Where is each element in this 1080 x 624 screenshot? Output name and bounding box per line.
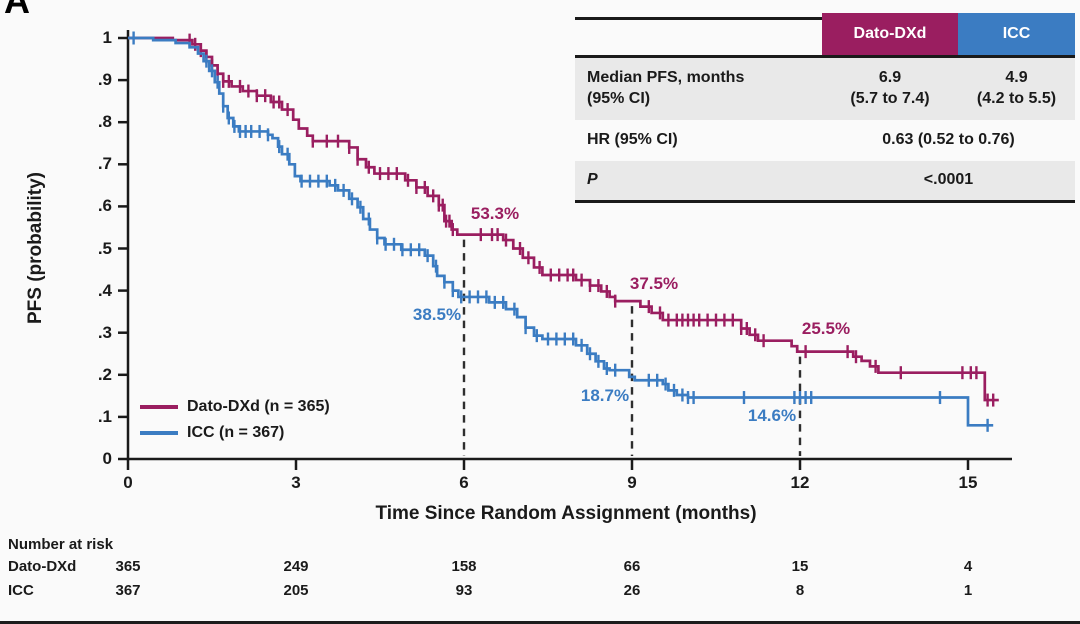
- legend: Dato-DXd (n = 365) ICC (n = 367): [140, 394, 330, 446]
- pct-annotation-38-5pct: 38.5%: [412, 304, 462, 324]
- pct-annotation-53-3pct: 53.3%: [470, 203, 520, 223]
- p-label: P: [587, 171, 598, 189]
- at-risk-value-dato-dxd-m6: 158: [451, 558, 477, 575]
- y-tick-label-0: 0: [102, 449, 112, 468]
- x-tick-label-6: 6: [459, 473, 469, 492]
- at-risk-value-dato-dxd-m9: 66: [623, 558, 641, 575]
- at-risk-value-dato-dxd-m0: 365: [115, 558, 141, 575]
- y-tick-label-.3: .3: [97, 322, 112, 342]
- at-risk-row-label-icc: ICC: [8, 582, 34, 599]
- x-axis-title: Time Since Random Assignment (months): [375, 503, 757, 524]
- median-pfs-dato-value: 6.9 (5.7 to 7.4): [822, 68, 958, 110]
- pct-annotation-14-6pct: 14.6%: [747, 405, 797, 425]
- pct-annotation-18-7pct: 18.7%: [580, 386, 630, 406]
- x-tick-label-0: 0: [123, 473, 133, 492]
- at-risk-value-dato-dxd-m3: 249: [283, 558, 309, 575]
- at-risk-value-icc-m15: 1: [963, 582, 973, 599]
- hr-value: 0.63 (0.52 to 0.76): [882, 131, 1015, 149]
- at-risk-value-dato-dxd-m12: 15: [791, 558, 809, 575]
- y-tick-label-.9: .9: [97, 70, 112, 90]
- summary-table-bottom-border: [575, 200, 1075, 203]
- hr-label: HR (95% CI): [587, 131, 678, 149]
- y-tick-label-1: 1: [102, 28, 112, 47]
- median-pfs-label-line2: (95% CI): [587, 90, 651, 107]
- x-tick-label-15: 15: [958, 473, 978, 492]
- number-at-risk-title: Number at risk: [8, 536, 114, 553]
- dato-dxd-line-swatch: [140, 405, 178, 409]
- y-tick-label-.4: .4: [97, 280, 112, 300]
- summary-table: Dato-DXd ICC Median PFS, months (95% CI)…: [575, 13, 1075, 203]
- legend-label-icc: ICC (n = 367): [187, 424, 285, 441]
- summary-row-p-value: P <.0001: [575, 161, 1075, 200]
- summary-table-header: Dato-DXd ICC: [575, 13, 1075, 55]
- y-tick-label-.2: .2: [97, 364, 112, 384]
- median-pfs-icc-value: 4.9 (4.2 to 5.5): [958, 68, 1075, 110]
- median-pfs-label-line1: Median PFS, months: [587, 69, 745, 87]
- icc-line-swatch: [140, 431, 178, 435]
- legend-label-dato-dxd: Dato-DXd (n = 365): [187, 398, 330, 415]
- y-tick-label-.8: .8: [97, 112, 112, 132]
- at-risk-row-label-dato-dxd: Dato-DXd: [8, 558, 77, 575]
- at-risk-value-icc-m12: 8: [795, 582, 805, 599]
- summary-table-header-divider: [575, 55, 1075, 58]
- panel-letter: A: [4, 0, 30, 21]
- y-tick-label-.5: .5: [97, 238, 112, 258]
- median-pfs-icc-ci: (4.2 to 5.5): [976, 90, 1057, 107]
- at-risk-value-icc-m9: 26: [623, 582, 641, 599]
- x-tick-label-9: 9: [627, 473, 637, 492]
- summary-row-median-pfs: Median PFS, months (95% CI) 6.9 (5.7 to …: [575, 58, 1075, 120]
- summary-table-top-border: [575, 17, 822, 20]
- y-tick-label-.7: .7: [97, 154, 112, 174]
- summary-table-corner-cell: [575, 13, 822, 55]
- y-axis-title: PFS (probability): [25, 172, 46, 324]
- median-pfs-dato-ci: (5.7 to 7.4): [850, 90, 930, 107]
- median-pfs-dato-line1: 6.9: [878, 69, 902, 87]
- x-tick-label-3: 3: [291, 473, 301, 492]
- x-tick-label-12: 12: [790, 473, 810, 492]
- median-pfs-label: Median PFS, months (95% CI): [575, 68, 822, 110]
- legend-item-dato-dxd: Dato-DXd (n = 365): [140, 394, 330, 420]
- at-risk-value-icc-m6: 93: [455, 582, 473, 599]
- at-risk-value-icc-m3: 205: [283, 582, 309, 599]
- pct-annotation-25-5pct: 25.5%: [801, 318, 851, 338]
- at-risk-value-icc-m0: 367: [115, 582, 141, 599]
- summary-header-dato-dxd: Dato-DXd: [822, 13, 958, 55]
- at-risk-value-dato-dxd-m15: 4: [963, 558, 973, 575]
- figure-bottom-rule: [0, 621, 1080, 624]
- median-pfs-icc-line1: 4.9: [1005, 69, 1028, 87]
- p-value: <.0001: [923, 171, 974, 189]
- summary-row-hazard-ratio: HR (95% CI) 0.63 (0.52 to 0.76): [575, 120, 1075, 161]
- y-tick-label-.1: .1: [97, 406, 112, 426]
- pct-annotation-37-5pct: 37.5%: [629, 274, 679, 294]
- y-tick-label-.6: .6: [97, 196, 112, 216]
- summary-header-icc: ICC: [958, 13, 1075, 55]
- legend-item-icc: ICC (n = 367): [140, 420, 330, 446]
